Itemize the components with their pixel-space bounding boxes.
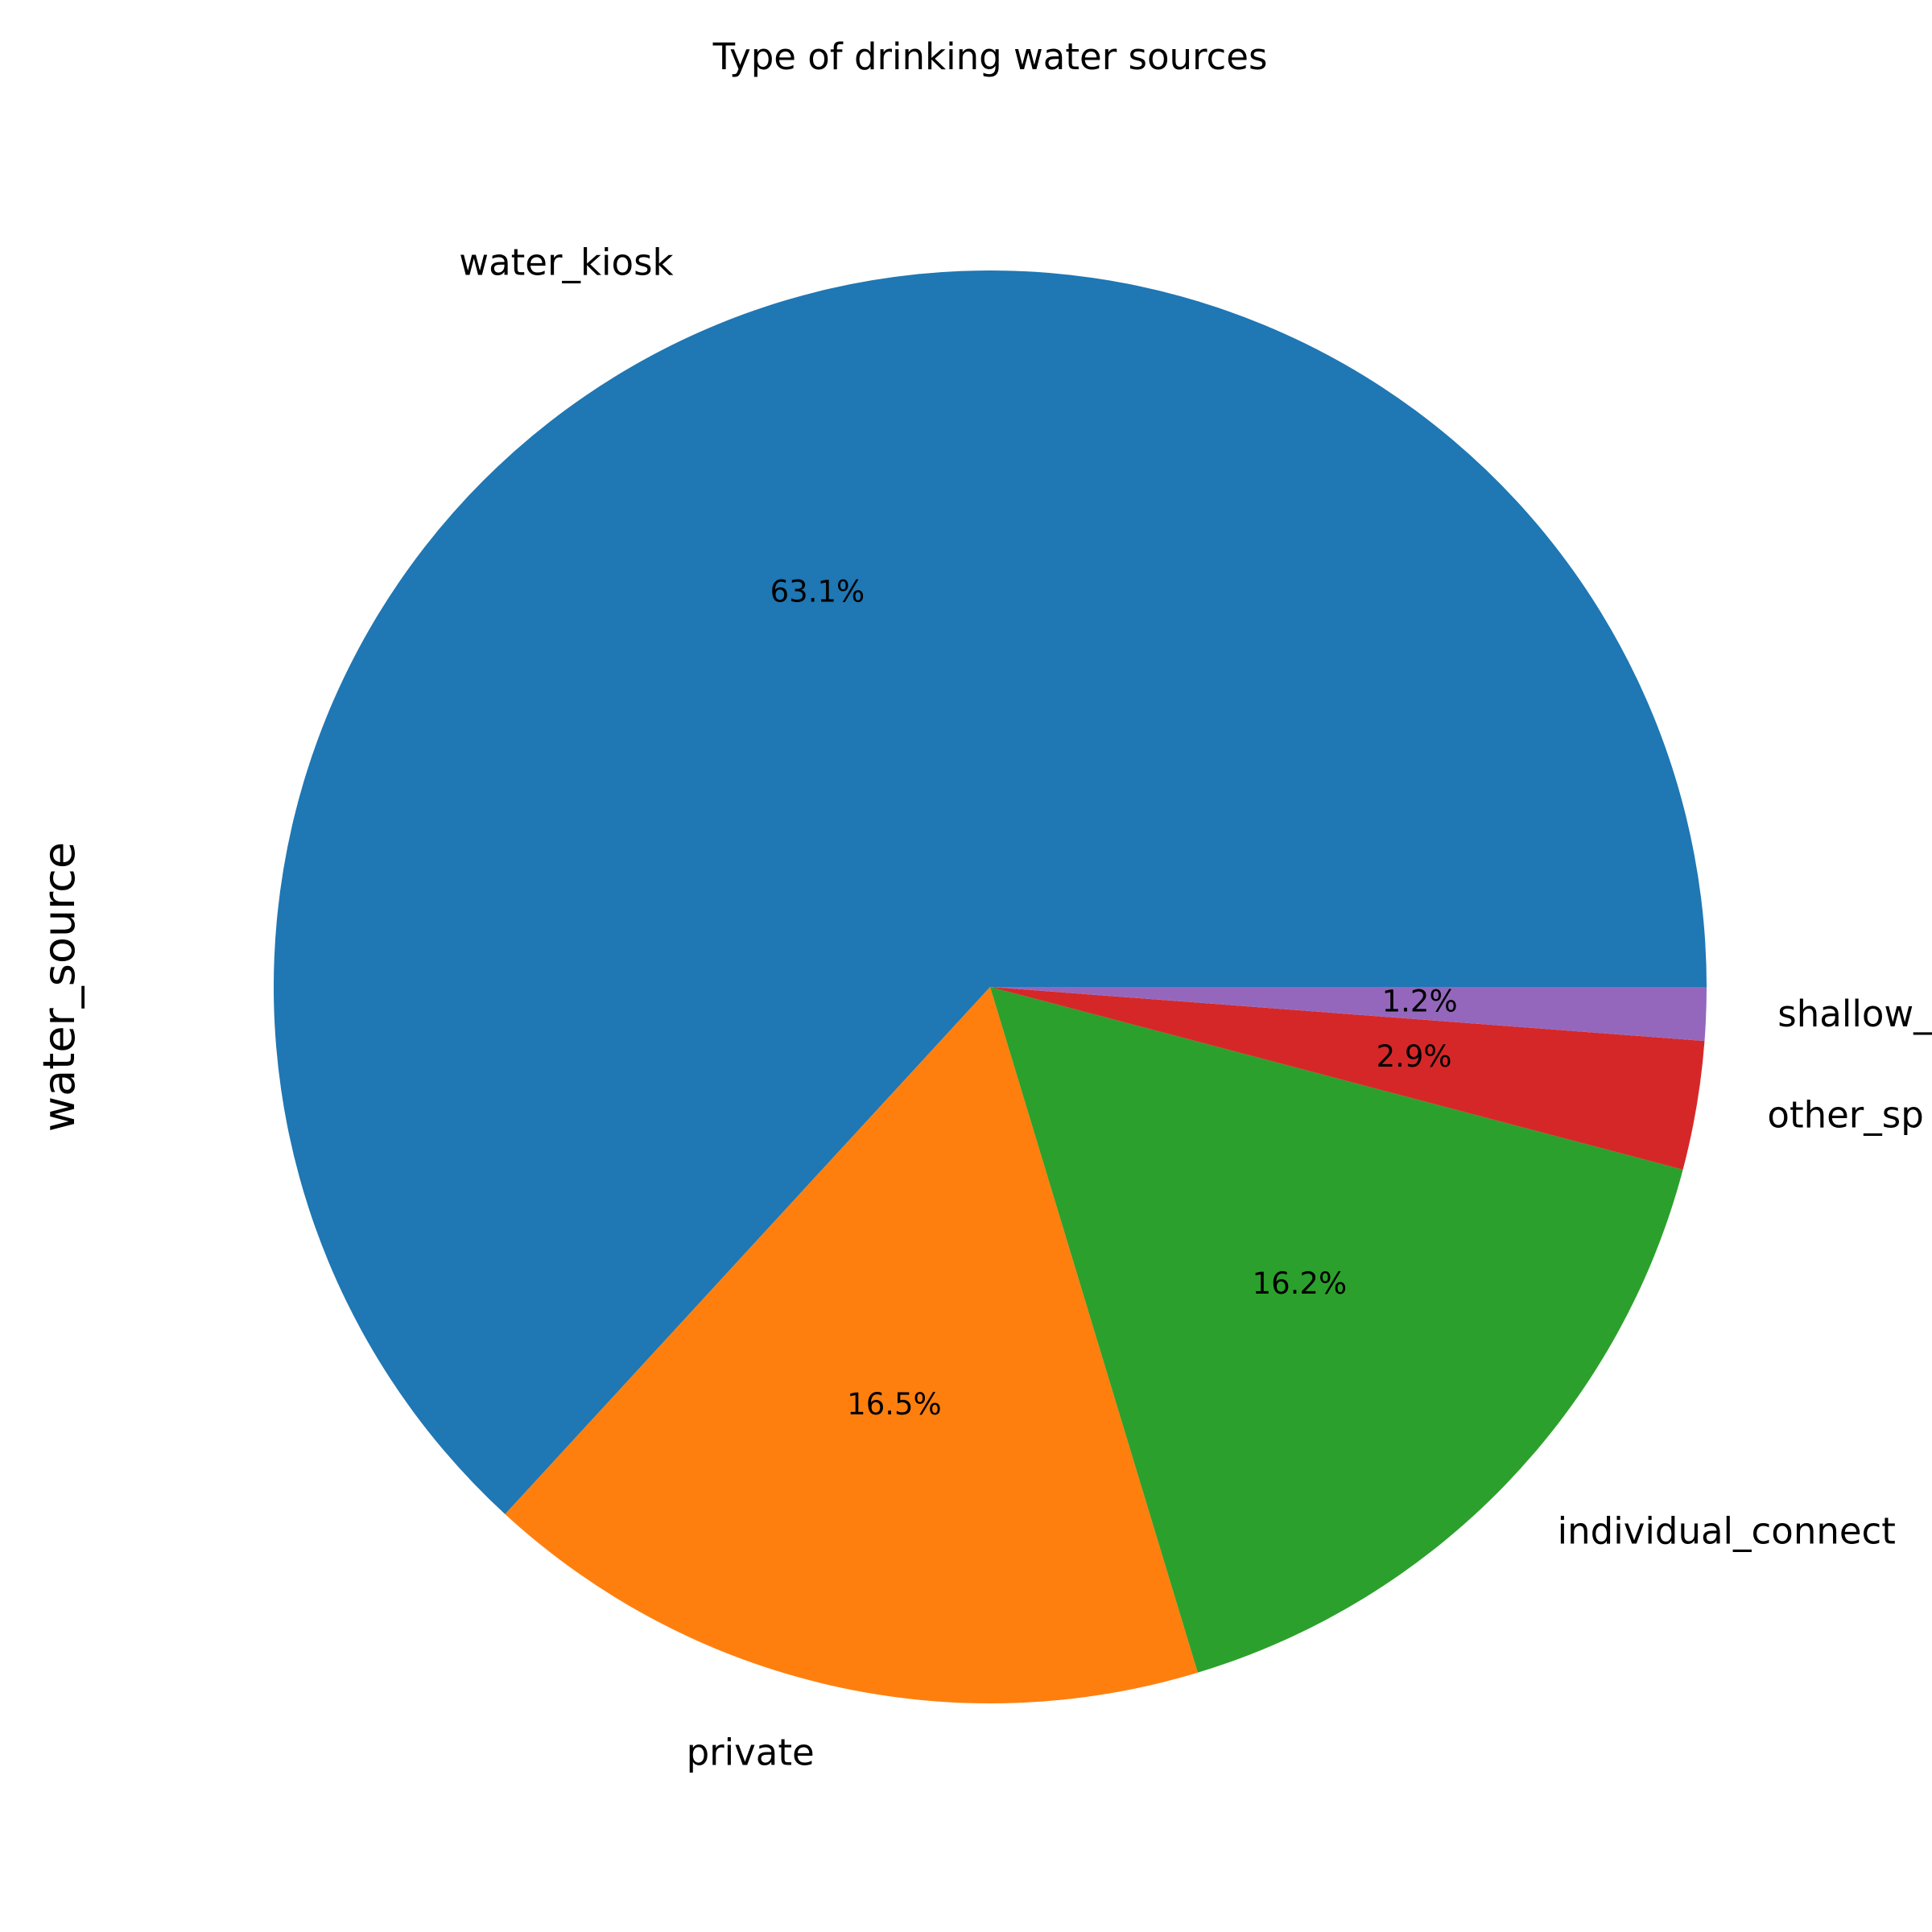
pie-slice-water_kiosk xyxy=(273,270,1707,1514)
slice-percent-individual_connect: 16.2% xyxy=(1253,1266,1348,1301)
slice-percent-shallow_: 1.2% xyxy=(1382,985,1458,1019)
pie-slices xyxy=(273,270,1707,1703)
pie-slice-other_sp xyxy=(990,987,1705,1170)
slice-label-other_sp: other_sp xyxy=(1767,1093,1923,1136)
slice-percent-other_sp: 2.9% xyxy=(1377,1039,1452,1074)
chart-title: Type of drinking water sources xyxy=(712,35,1268,78)
pie-slice-shallow_ xyxy=(990,987,1707,1042)
slice-percent-private: 16.5% xyxy=(847,1387,942,1422)
y-axis-label: water_source xyxy=(34,842,85,1132)
pie-slice-individual_connect xyxy=(990,987,1683,1673)
slice-label-shallow_: shallow_ xyxy=(1777,993,1932,1035)
pie-slice-private xyxy=(505,987,1198,1703)
slice-percent-water_kiosk: 63.1% xyxy=(770,575,865,609)
slice-label-individual_connect: individual_connect xyxy=(1558,1510,1896,1553)
pie-labels: water_kiosk 63.1% private 16.5% individual_c… xyxy=(459,242,1932,1774)
slice-label-private: private xyxy=(687,1731,815,1773)
slice-label-water_kiosk: water_kiosk xyxy=(459,242,673,284)
